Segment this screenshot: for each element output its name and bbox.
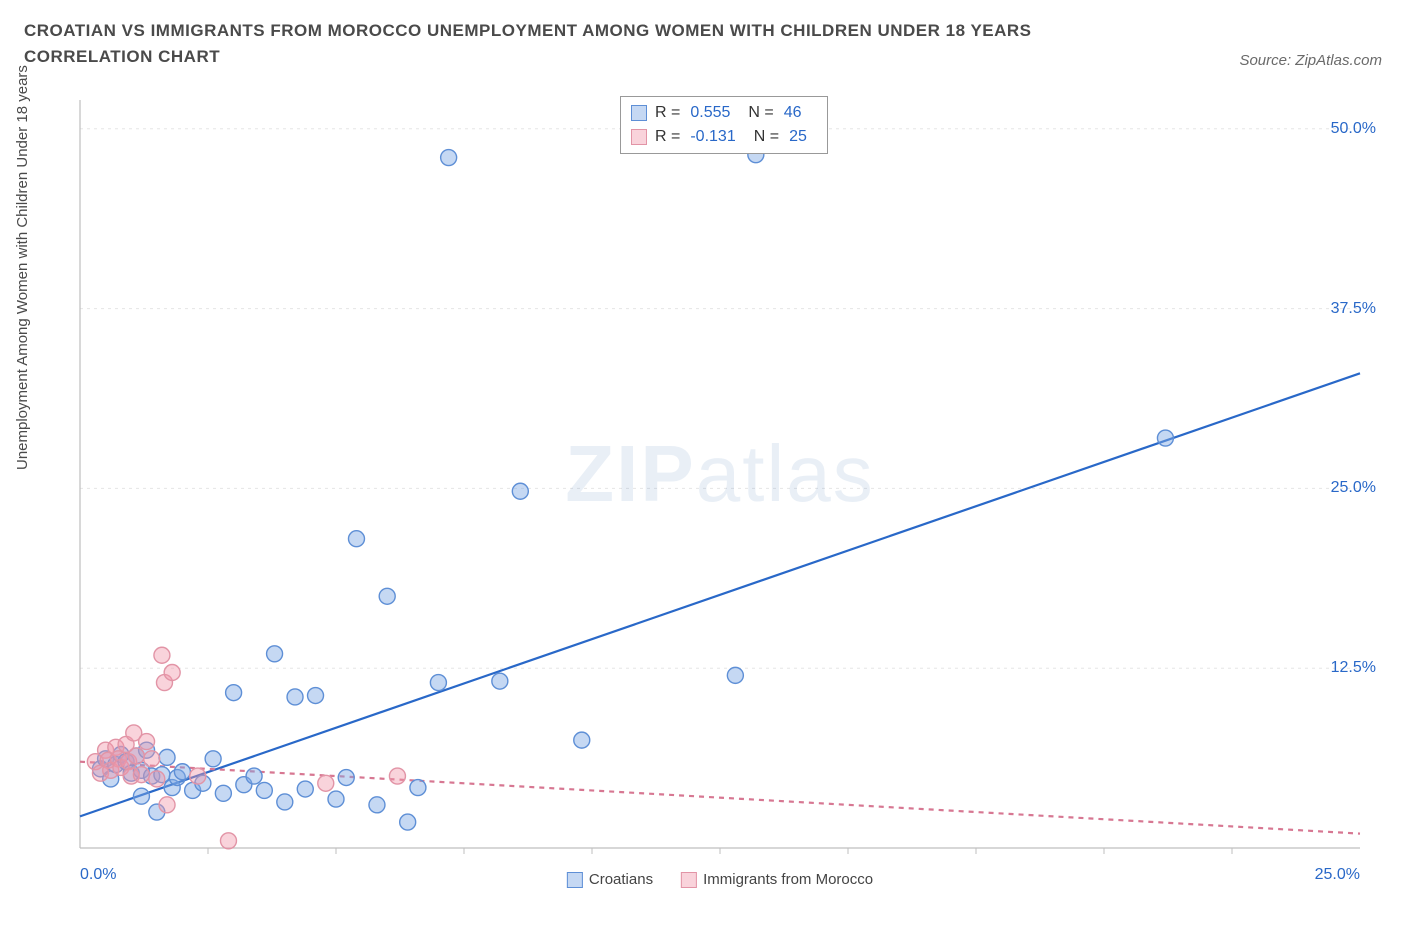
x-tick-label: 25.0%: [1315, 866, 1360, 884]
legend-swatch-icon: [567, 872, 583, 888]
chart-area: ZIPatlas R =0.555N =46R =-0.131N =25 Cro…: [60, 90, 1380, 890]
y-tick-label: 50.0%: [1331, 120, 1376, 138]
stat-n-label: N =: [748, 101, 773, 125]
stats-box: R =0.555N =46R =-0.131N =25: [620, 96, 828, 154]
legend-label: Croatians: [589, 871, 653, 888]
legend-item-croatians: Croatians: [567, 871, 653, 888]
stats-row: R = -0.131 N = 25: [631, 125, 817, 149]
legend: Croatians Immigrants from Morocco: [567, 871, 873, 888]
stats-swatch-icon: [631, 105, 647, 121]
legend-item-morocco: Immigrants from Morocco: [681, 871, 873, 888]
stat-n-value: 46: [784, 101, 802, 125]
stat-n-label: N =: [754, 125, 779, 149]
y-axis-label: Unemployment Among Women with Children U…: [14, 65, 31, 470]
stat-r-value: 0.555: [690, 101, 730, 125]
source-attribution: Source: ZipAtlas.com: [1239, 52, 1382, 69]
y-tick-label: 37.5%: [1331, 300, 1376, 318]
stat-r-value: -0.131: [690, 125, 735, 149]
chart-title: CROATIAN VS IMMIGRANTS FROM MOROCCO UNEM…: [24, 18, 1124, 69]
stat-n-value: 25: [789, 125, 807, 149]
stat-r-label: R =: [655, 101, 680, 125]
y-tick-label: 12.5%: [1331, 659, 1376, 677]
y-tick-label: 25.0%: [1331, 479, 1376, 497]
legend-swatch-icon: [681, 872, 697, 888]
stats-row: R = 0.555 N = 46: [631, 101, 817, 125]
stat-r-label: R =: [655, 125, 680, 149]
legend-label: Immigrants from Morocco: [703, 871, 873, 888]
x-tick-label: 0.0%: [80, 866, 116, 884]
scatter-plot-svg: [60, 90, 1380, 890]
stats-swatch-icon: [631, 129, 647, 145]
